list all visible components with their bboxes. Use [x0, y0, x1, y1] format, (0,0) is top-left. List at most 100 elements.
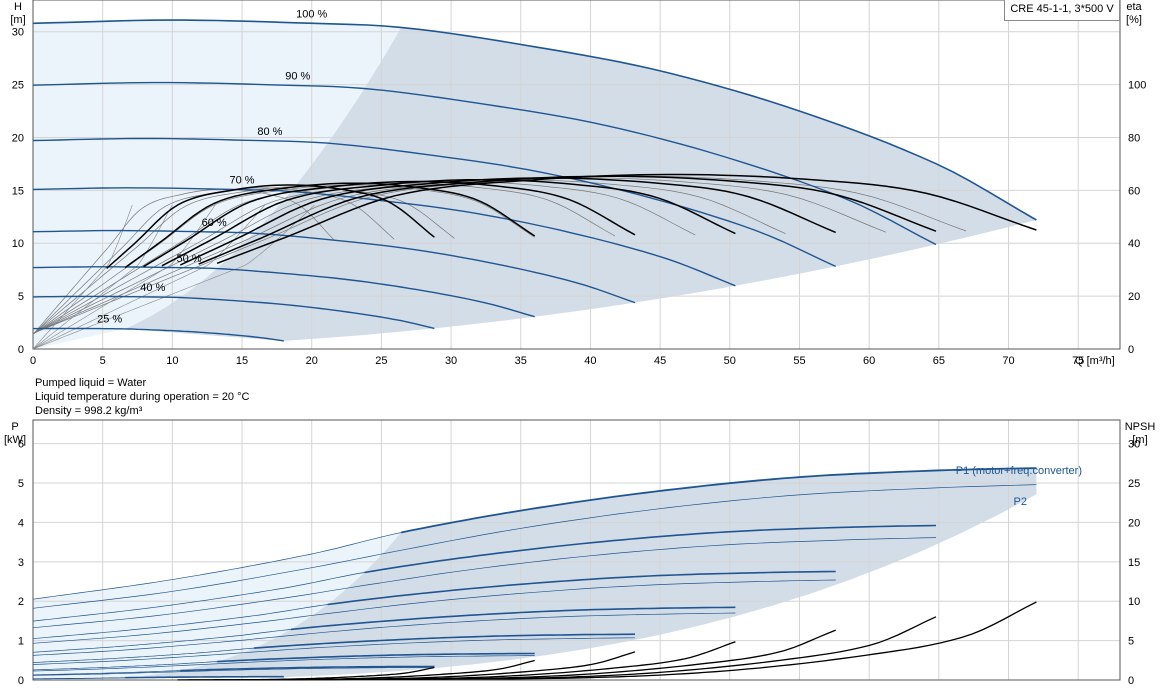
- efficiency-rise-thin: [32, 204, 173, 350]
- p1-curve-thin-100: [32, 532, 402, 600]
- top-y2-tick: 20: [1128, 291, 1140, 303]
- top-x-axis-label: Q [m³/h]: [1075, 355, 1115, 367]
- head-curve-40: [32, 295, 435, 330]
- p2-curve-70: [32, 612, 736, 656]
- top-x-tick: 45: [654, 355, 666, 367]
- p1-curve-25: [125, 675, 284, 679]
- speed-label-90: 90 %: [285, 71, 310, 83]
- speed-label-60: 60 %: [202, 217, 227, 229]
- top-y-tick: 30: [12, 27, 24, 39]
- bottom-y-tick: 1: [18, 636, 24, 648]
- top-x-tick: 25: [375, 355, 387, 367]
- p1-curve-40: [180, 665, 435, 672]
- efficiency-curve-thin: [32, 188, 335, 335]
- p2-curve-80: [32, 579, 836, 644]
- operating-area-dark: [125, 27, 1037, 341]
- top-x-tick: 10: [166, 355, 178, 367]
- speed-label-100: 100 %: [296, 8, 327, 20]
- bottom-grid-frame: [32, 419, 1121, 681]
- p1-series-label: P1 (motor+freq.converter): [956, 465, 1082, 477]
- p2-series-label: P2: [1014, 496, 1027, 508]
- top-x-tick: 0: [30, 355, 36, 367]
- top-y-tick: 0: [18, 344, 24, 356]
- top-y-tick: 15: [12, 185, 24, 197]
- head-curve-60: [32, 229, 636, 304]
- top-x-tick: 65: [933, 355, 945, 367]
- bottom-y2-axis-unit: [m]: [1132, 434, 1147, 446]
- npsh-curve-40: [177, 666, 435, 681]
- efficiency-curve-50: [124, 182, 536, 269]
- efficiency-curve-thin: [32, 186, 455, 335]
- top-y2-axis-unit: [%]: [1126, 14, 1142, 26]
- top-y2-tick: 0: [1128, 344, 1134, 356]
- top-y-axis-unit: [m]: [10, 14, 25, 26]
- speed-label-25: 25 %: [97, 314, 122, 326]
- efficiency-curve-90: [198, 175, 937, 265]
- top-y2-tick: 60: [1128, 185, 1140, 197]
- efficiency-curve-100: [216, 173, 1037, 265]
- efficiency-curve-70: [161, 178, 736, 267]
- p1-curve-thin-50: [32, 661, 218, 671]
- p1-curve-60: [253, 633, 636, 649]
- top-y2-tick: 40: [1128, 238, 1140, 250]
- head-curve-90: [32, 81, 937, 246]
- speed-label-40: 40 %: [140, 282, 165, 294]
- head-curve-25: [33, 327, 284, 342]
- bottom-y2-tick: 20: [1128, 517, 1140, 529]
- efficiency-rise-thin: [32, 204, 133, 350]
- p1-curve-thin-70: [32, 629, 291, 653]
- info-liquid-temperature: Liquid temperature during operation = 20…: [35, 391, 250, 403]
- top-y2-axis-label: eta: [1126, 1, 1142, 13]
- power-area-dark: [125, 468, 1037, 678]
- power-area-light: [33, 532, 403, 680]
- top-x-tick: 75: [1072, 355, 1084, 367]
- p1-curve-thin-90: [32, 572, 365, 622]
- efficiency-rise-thin: [32, 204, 216, 350]
- bottom-y2-tick: 30: [1128, 439, 1140, 451]
- top-x-tick: 15: [236, 355, 248, 367]
- head-curve-70: [32, 187, 736, 287]
- pump-legend-box: CRE 45-1-1, 3*500 V: [1004, 0, 1120, 21]
- p1-curve-80: [327, 570, 836, 606]
- top-grid-frame: [32, 0, 1121, 350]
- top-x-tick: 35: [515, 355, 527, 367]
- info-pumped-liquid: Pumped liquid = Water: [35, 377, 147, 389]
- p2-curve-100: [32, 484, 1037, 609]
- bottom-y-tick: 0: [18, 675, 24, 687]
- p1-curve-thin-40: [33, 670, 181, 676]
- head-curve-100: [32, 19, 1037, 221]
- head-curve-50: [32, 266, 535, 318]
- top-y-tick: 5: [18, 291, 24, 303]
- top-x-tick: 20: [306, 355, 318, 367]
- pump-legend-label: CRE 45-1-1, 3*500 V: [1010, 3, 1114, 15]
- bottom-y-axis-label: P: [11, 421, 18, 433]
- bottom-y-tick: 6: [18, 439, 24, 451]
- bottom-y-axis-unit: [kW]: [4, 434, 26, 446]
- bottom-y-tick: 3: [18, 557, 24, 569]
- bottom-y2-axis-label: NPSH: [1125, 421, 1156, 433]
- bottom-y2-tick: 15: [1128, 557, 1140, 569]
- speed-label-70: 70 %: [229, 175, 254, 187]
- top-y2-tick: 80: [1128, 132, 1140, 144]
- p1-curve-90: [364, 524, 937, 574]
- p1-curve-thin-60: [32, 647, 254, 663]
- p2-curve-40: [32, 667, 435, 676]
- bottom-y2-tick: 5: [1128, 636, 1134, 648]
- bottom-y-tick: 4: [18, 517, 24, 529]
- top-x-tick: 30: [445, 355, 457, 367]
- top-y-tick: 10: [12, 238, 24, 250]
- info-density: Density = 998.2 kg/m³: [35, 405, 143, 417]
- top-y-tick: 20: [12, 132, 24, 144]
- efficiency-curve-thin: [32, 184, 535, 335]
- p1-curve-70: [290, 606, 736, 631]
- speed-label-50: 50 %: [177, 253, 202, 265]
- p1-curve-50: [217, 652, 535, 663]
- top-x-tick: 40: [584, 355, 596, 367]
- p1-curve-100: [401, 467, 1037, 534]
- efficiency-curve-80: [179, 177, 836, 266]
- p1-curve-thin-25: [33, 677, 126, 680]
- p2-curve-60: [32, 637, 636, 665]
- bottom-y-tick: 5: [18, 478, 24, 490]
- top-x-tick: 70: [1002, 355, 1014, 367]
- top-x-tick: 5: [100, 355, 106, 367]
